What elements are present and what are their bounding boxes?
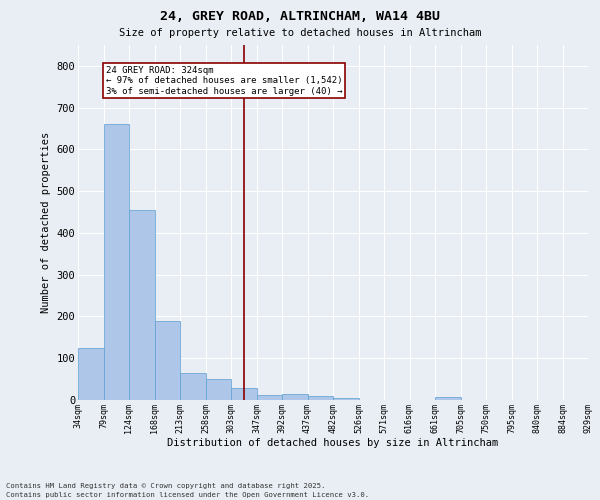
Bar	[333, 398, 359, 400]
Bar	[180, 373, 205, 400]
Bar	[435, 396, 461, 400]
Bar	[282, 394, 308, 400]
Bar	[257, 395, 282, 400]
Bar	[129, 210, 155, 400]
Text: 24 GREY ROAD: 324sqm
← 97% of detached houses are smaller (1,542)
3% of semi-det: 24 GREY ROAD: 324sqm ← 97% of detached h…	[106, 66, 343, 96]
Y-axis label: Number of detached properties: Number of detached properties	[41, 132, 51, 313]
Bar	[78, 348, 104, 400]
Text: Contains public sector information licensed under the Open Government Licence v3: Contains public sector information licen…	[6, 492, 369, 498]
Bar	[231, 388, 257, 400]
Bar	[155, 322, 180, 400]
Text: Size of property relative to detached houses in Altrincham: Size of property relative to detached ho…	[119, 28, 481, 38]
Bar	[205, 379, 231, 400]
Bar	[104, 124, 129, 400]
X-axis label: Distribution of detached houses by size in Altrincham: Distribution of detached houses by size …	[167, 438, 499, 448]
Text: 24, GREY ROAD, ALTRINCHAM, WA14 4BU: 24, GREY ROAD, ALTRINCHAM, WA14 4BU	[160, 10, 440, 23]
Bar	[308, 396, 333, 400]
Text: Contains HM Land Registry data © Crown copyright and database right 2025.: Contains HM Land Registry data © Crown c…	[6, 483, 325, 489]
